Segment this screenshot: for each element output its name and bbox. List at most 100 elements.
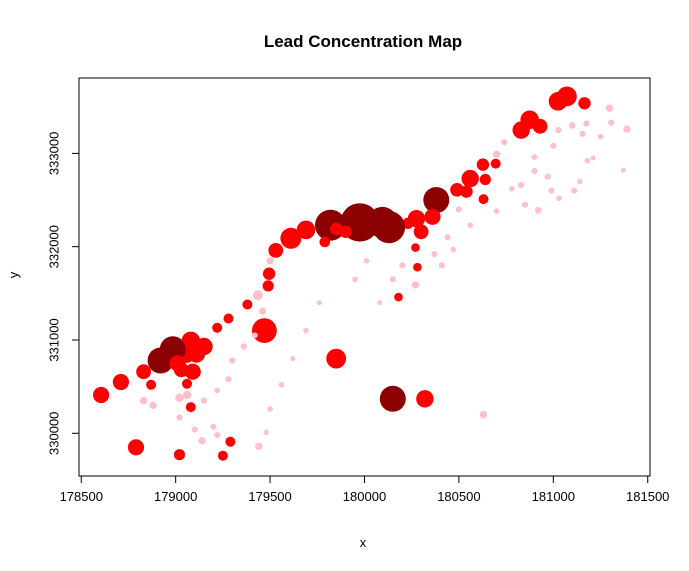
data-point [478,194,489,205]
chart-title: Lead Concentration Map [264,32,462,51]
data-point [217,450,228,461]
data-point [394,292,403,302]
data-point [146,379,157,390]
data-point [182,378,192,389]
data-point [424,208,441,225]
data-point [534,206,542,214]
data-point [278,382,285,388]
data-point [544,173,551,180]
data-point [210,423,217,430]
data-point [411,281,420,289]
data-point [623,125,631,133]
x-tick-label: 178500 [60,489,103,504]
data-point [620,167,626,173]
data-point [450,183,464,197]
x-tick-label: 179000 [154,489,197,504]
data-point [266,257,274,265]
data-point [198,437,206,445]
x-axis: 178500 179000 179500 180000 180500 181000 1815… [60,475,669,504]
data-point [147,347,174,374]
data-point [176,414,183,421]
data-point [479,410,488,419]
data-point [225,436,236,447]
data-point [263,429,270,436]
data-point [423,187,450,213]
y-axis: 330000 331000 332000 333000 [46,132,80,455]
data-point [583,120,590,127]
data-point [399,262,406,269]
points-layer [93,86,631,461]
x-tick-label: 180500 [437,489,480,504]
data-point [173,449,186,461]
data-point [258,307,267,315]
data-point [268,243,284,258]
data-point [608,119,615,126]
data-point [568,122,576,129]
data-point [493,150,501,158]
data-point [548,187,555,194]
data-point [476,158,490,171]
data-point [262,267,276,280]
data-point [493,208,500,214]
data-point [411,243,420,252]
data-point [175,393,184,403]
data-point [319,236,331,248]
data-point [555,127,562,134]
data-point [185,402,196,413]
data-point [212,322,223,333]
data-point [413,224,429,240]
data-point [490,158,501,169]
data-point [467,222,474,228]
data-point [290,356,296,362]
data-point [223,313,234,324]
data-point [296,220,316,240]
data-point [214,432,221,439]
data-point [501,139,508,146]
data-point [605,104,614,112]
data-point [531,154,538,160]
data-point [187,345,206,363]
data-point [416,390,434,408]
data-point [521,201,529,208]
data-point [352,276,358,283]
data-point [139,396,148,405]
data-point [200,397,208,404]
data-point [577,178,583,185]
data-point [590,155,596,161]
data-point [280,227,302,249]
data-point [316,300,322,306]
data-point [182,390,192,400]
data-point [413,262,422,272]
data-point [389,276,396,283]
x-axis-label: x [360,535,367,550]
data-point [455,206,462,213]
data-point [597,133,604,140]
data-point [252,290,263,301]
data-point [252,318,277,343]
data-point [402,217,414,229]
data-point [326,348,347,369]
data-point [578,97,591,110]
data-point [579,130,586,137]
data-point [431,251,438,258]
x-tick-label: 180000 [343,489,386,504]
data-point [461,169,479,188]
data-point [127,439,145,456]
y-tick-label: 333000 [46,132,61,175]
data-point [303,327,309,334]
data-point [262,280,274,292]
data-point [460,185,473,198]
data-point [512,121,530,139]
data-point [112,373,129,391]
data-point [191,426,198,433]
data-point [548,92,568,111]
data-point [136,364,152,380]
data-point [339,225,352,238]
data-point [267,406,273,412]
data-point [450,246,457,253]
data-point [377,300,383,306]
data-point [240,343,247,350]
x-tick-label: 181000 [532,489,575,504]
data-point [229,357,236,364]
data-point [479,173,491,186]
